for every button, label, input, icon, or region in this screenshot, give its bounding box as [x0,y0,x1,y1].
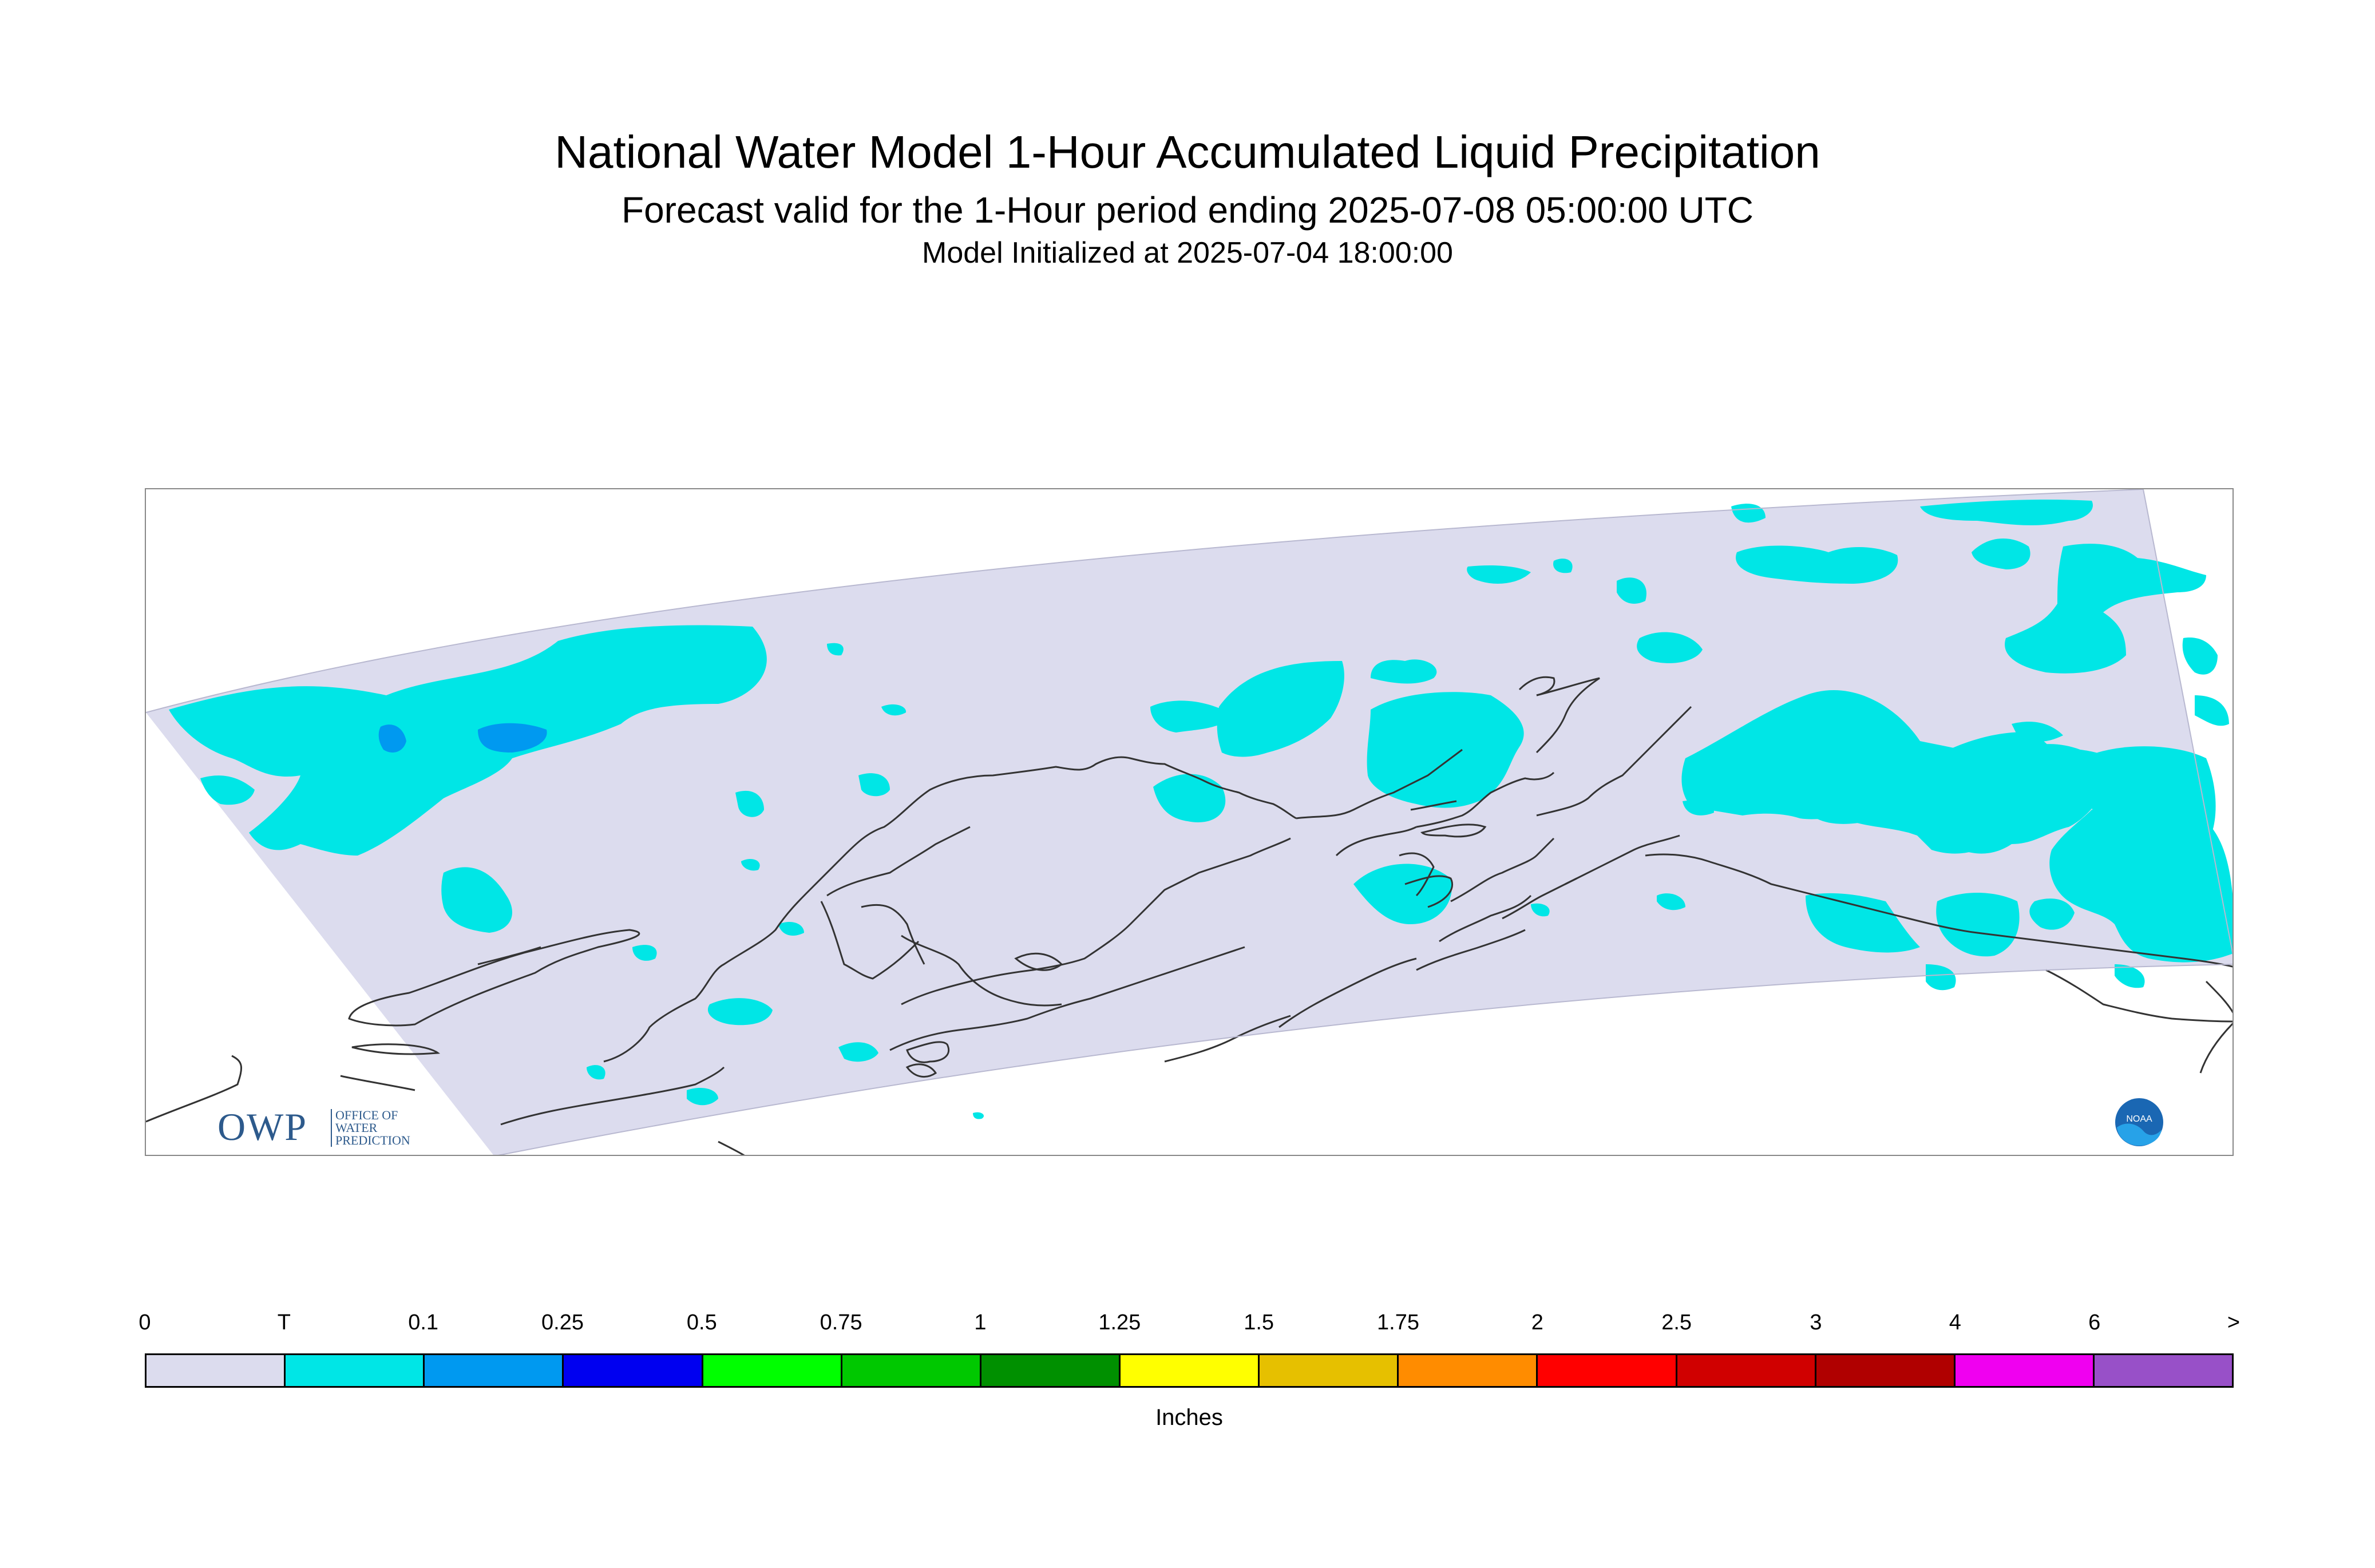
legend-tick-label: 6 [2088,1310,2101,1335]
legend-tick-label: 0.5 [686,1310,717,1335]
owp-logo: OWP OFFICE OF WATER PREDICTION [217,1104,423,1150]
owp-logo-text: OFFICE OF WATER PREDICTION [331,1109,410,1147]
legend-swatch [425,1355,564,1386]
legend-swatch [1399,1355,1538,1386]
legend-swatch [1120,1355,1260,1386]
legend-tick-label: 3 [1810,1310,1822,1335]
legend-labels: 0 T 0.1 0.25 0.5 0.75 1 1.25 1.5 1.75 2 2.5 3 4 6 > [138,1310,2240,1345]
legend-tick-label: 0.25 [541,1310,584,1335]
legend-tick-label: 1.25 [1098,1310,1141,1335]
legend-color-bar [145,1353,2234,1388]
legend-swatch [981,1355,1121,1386]
legend-tick-label: 4 [1949,1310,1961,1335]
legend-swatch [1677,1355,1816,1386]
legend-swatch [2094,1355,2232,1386]
domain-edge [146,489,2232,1155]
noaa-logo-text: NOAA [2126,1114,2152,1124]
legend-tick-label: T [277,1310,291,1335]
map-canvas[interactable] [146,489,2234,1156]
model-init-label: Model Initialized at 2025-07-04 18:00:00 [922,236,1453,270]
coastlines [146,676,2232,1155]
legend-swatch [703,1355,842,1386]
precip-trace-areas [169,500,2232,1119]
legend-swatch [842,1355,981,1386]
legend-swatch [1816,1355,1956,1386]
precip-0.1-areas [378,723,547,753]
legend-swatch [1260,1355,1399,1386]
legend-tick-label: 2.5 [1661,1310,1692,1335]
legend-tick-label: 1.75 [1377,1310,1419,1335]
legend-tick-label: 0.75 [820,1310,862,1335]
legend-tick-label: 0.1 [408,1310,439,1335]
legend-swatch [286,1355,425,1386]
legend-tick-label: > [2227,1310,2241,1335]
owp-logo-mark: OWP [217,1105,308,1149]
legend-tick-label: 0 [138,1310,151,1335]
legend-unit-label: Inches [1155,1405,1223,1430]
legend-swatch [147,1355,286,1386]
color-legend: 0 T 0.1 0.25 0.5 0.75 1 1.25 1.5 1.75 2 2.5 3 4 6 > Inc… [138,1310,2240,1430]
page-title: National Water Model 1-Hour Accumulated … [555,126,1820,177]
legend-tick-label: 1 [974,1310,987,1335]
legend-tick-label: 2 [1531,1310,1543,1335]
legend-swatch [1538,1355,1677,1386]
legend-swatch [564,1355,703,1386]
forecast-valid-subtitle: Forecast valid for the 1-Hour period end… [621,189,1754,231]
noaa-logo: NOAA [2115,1098,2163,1146]
map-panel[interactable] [145,488,2234,1156]
legend-swatch [1955,1355,2095,1386]
legend-tick-label: 1.5 [1244,1310,1274,1335]
